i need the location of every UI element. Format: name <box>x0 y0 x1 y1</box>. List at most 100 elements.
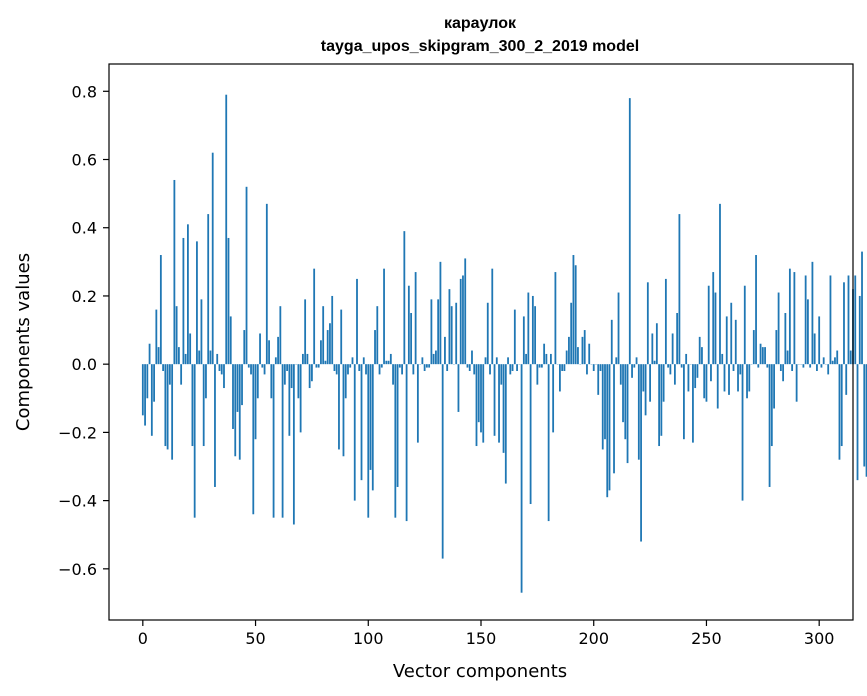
bar-component-154 <box>489 364 491 375</box>
bar-component-229 <box>658 364 661 447</box>
bar-component-237 <box>676 313 679 365</box>
bar-component-188 <box>565 350 568 365</box>
bar-component-170 <box>525 353 527 365</box>
bar-component-38 <box>227 237 230 365</box>
bar-component-244 <box>692 364 694 443</box>
bar-component-245 <box>694 364 697 389</box>
bar-component-54 <box>263 364 266 375</box>
bar-component-4 <box>150 364 153 436</box>
bar-component-179 <box>545 353 548 365</box>
bar-component-307 <box>834 357 836 365</box>
bar-component-93 <box>351 357 354 365</box>
bar-component-168 <box>520 364 523 593</box>
bar-component-321 <box>865 364 867 477</box>
bar-component-96 <box>358 364 361 371</box>
bar-component-213 <box>622 364 624 423</box>
bar-component-162 <box>507 357 509 365</box>
bar-component-69 <box>297 364 300 399</box>
bar-component-166 <box>516 364 518 371</box>
bar-component-236 <box>673 364 676 385</box>
bar-component-235 <box>671 333 674 365</box>
bar-component-16 <box>177 347 180 365</box>
bar-component-218 <box>633 364 636 368</box>
bar-component-134 <box>444 336 446 365</box>
bar-component-297 <box>811 261 814 365</box>
bar-component-6 <box>155 309 158 365</box>
bar-component-269 <box>748 364 751 392</box>
bar-component-305 <box>829 275 832 365</box>
bar-component-317 <box>856 364 859 481</box>
bar-component-121 <box>414 272 417 365</box>
bar-component-29 <box>207 214 210 365</box>
bar-component-52 <box>259 333 261 365</box>
bar-component-248 <box>701 347 703 365</box>
bar-component-287 <box>788 268 791 365</box>
bar-component-190 <box>570 302 573 365</box>
bar-component-137 <box>450 306 453 365</box>
bar-component-45 <box>243 330 246 365</box>
bar-component-309 <box>838 364 841 460</box>
bar-component-84 <box>331 295 334 365</box>
bar-component-255 <box>716 364 719 409</box>
bar-component-153 <box>486 302 489 365</box>
bar-component-94 <box>353 364 356 501</box>
bar-component-31 <box>211 152 214 365</box>
bar-component-301 <box>820 364 823 368</box>
bar-component-110 <box>389 353 392 365</box>
bar-component-253 <box>712 272 715 365</box>
bar-component-163 <box>509 364 512 375</box>
bar-component-19 <box>184 353 187 365</box>
x-tick-label: 200 <box>578 629 609 648</box>
y-tick-label: 0.6 <box>72 151 97 170</box>
bar-component-36 <box>223 364 225 389</box>
bar-component-104 <box>376 306 379 365</box>
bar-component-224 <box>646 282 649 365</box>
y-tick-label: 0.8 <box>72 82 97 101</box>
bar-component-241 <box>685 353 688 365</box>
bar-component-198 <box>588 343 591 365</box>
bar-component-208 <box>610 319 613 365</box>
bar-component-175 <box>536 364 539 385</box>
bar-component-61 <box>279 306 282 365</box>
bar-component-259 <box>725 316 728 365</box>
bar-component-114 <box>398 364 401 368</box>
bar-component-125 <box>423 364 426 371</box>
bar-component-82 <box>326 330 329 365</box>
bar-component-276 <box>764 347 766 365</box>
y-axis-label: Components values <box>13 253 34 431</box>
bar-component-148 <box>475 364 478 447</box>
bar-component-264 <box>737 364 739 392</box>
bar-component-254 <box>714 292 717 365</box>
bar-component-290 <box>795 364 798 402</box>
bar-component-274 <box>759 343 762 365</box>
bar-component-112 <box>394 364 397 518</box>
bar-component-169 <box>522 316 525 365</box>
bar-component-280 <box>773 364 775 409</box>
bar-component-228 <box>655 323 658 365</box>
x-tick-label: 100 <box>353 629 384 648</box>
bar-component-89 <box>342 364 345 457</box>
bar-component-88 <box>340 309 343 365</box>
bars-group <box>141 94 867 593</box>
bar-component-316 <box>854 275 857 365</box>
bar-component-222 <box>642 364 645 392</box>
bar-component-247 <box>698 336 701 365</box>
bar-component-262 <box>732 364 735 371</box>
bar-component-215 <box>626 364 629 464</box>
bar-component-296 <box>809 364 812 368</box>
bar-component-261 <box>730 302 733 365</box>
bar-component-33 <box>216 353 219 365</box>
bar-component-23 <box>193 364 196 518</box>
bar-component-265 <box>739 364 742 375</box>
x-tick-label: 300 <box>804 629 835 648</box>
bar-component-160 <box>502 364 505 453</box>
bar-component-65 <box>288 364 291 436</box>
bar-component-71 <box>301 353 304 365</box>
bar-component-60 <box>277 336 279 365</box>
bar-component-133 <box>441 364 444 559</box>
bar-component-234 <box>669 364 672 375</box>
bar-component-17 <box>180 364 183 385</box>
bar-component-257 <box>721 353 724 365</box>
bar-component-20 <box>187 224 189 365</box>
bar-component-62 <box>281 364 284 518</box>
